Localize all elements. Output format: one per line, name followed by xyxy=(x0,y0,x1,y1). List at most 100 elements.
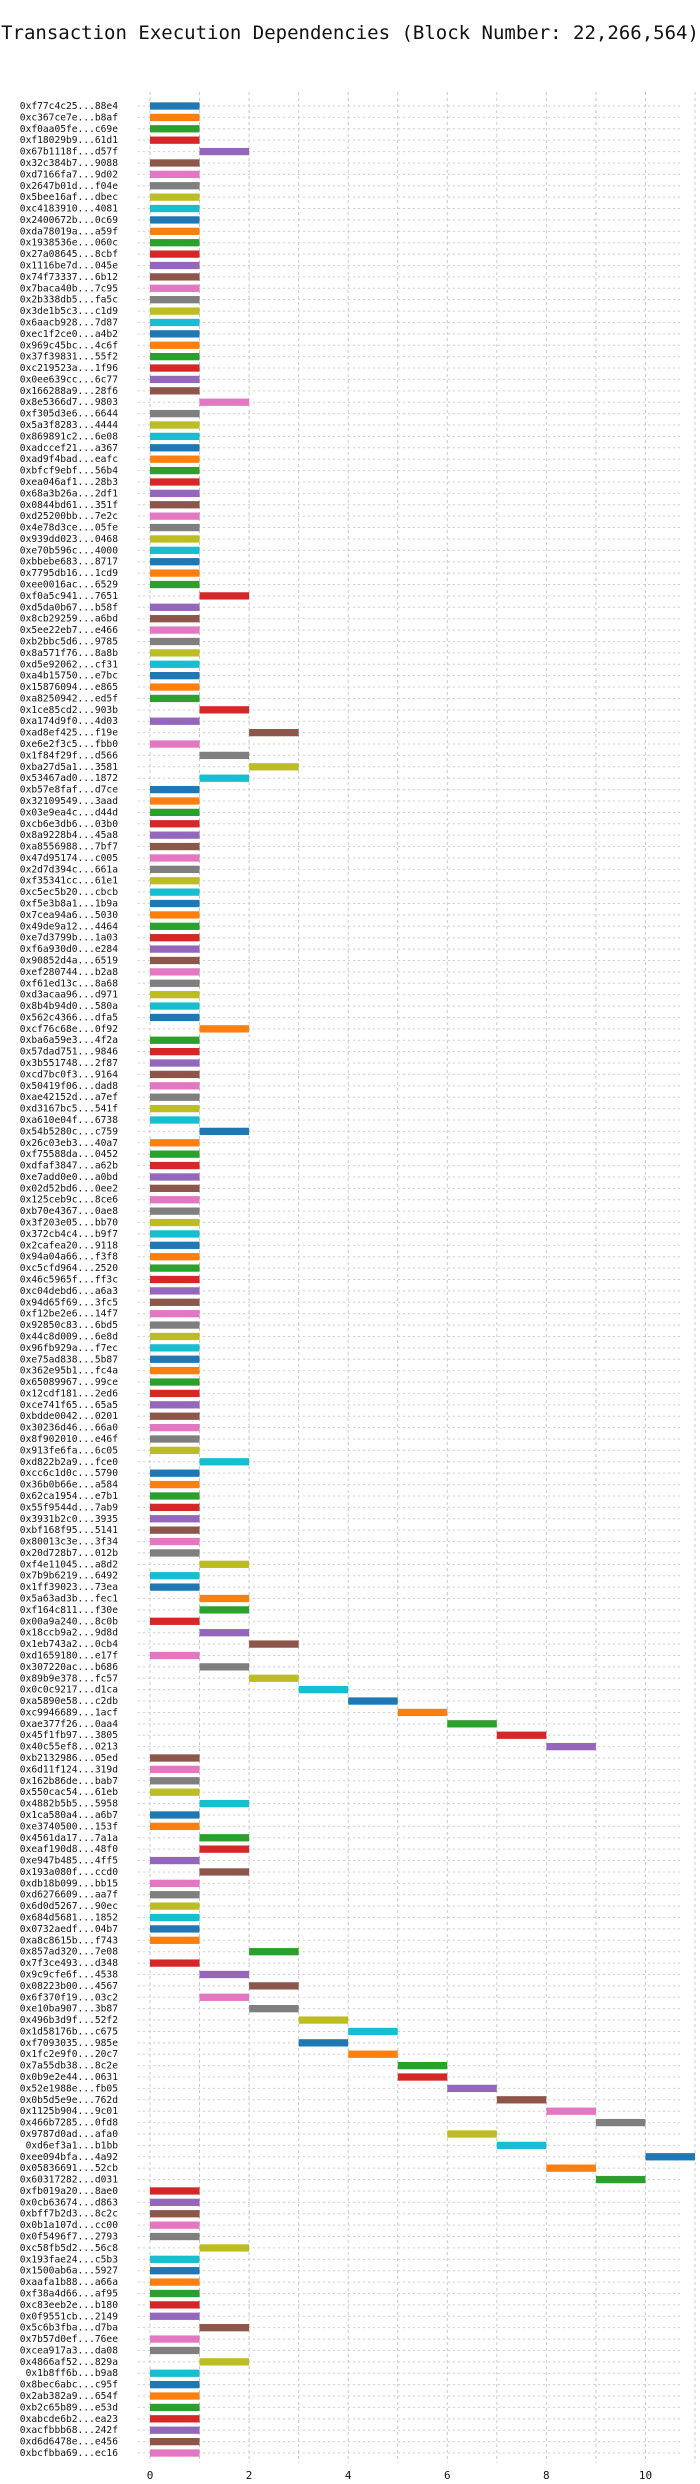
y-tick-label: 0x52e1988e...fb05 xyxy=(20,2083,118,2094)
y-tick-label: 0x0f5496f7...2793 xyxy=(20,2232,118,2243)
transaction-bar xyxy=(150,387,200,395)
transaction-bar xyxy=(150,1811,200,1819)
y-tick-label: 0xd822b2a9...fce0 xyxy=(20,1457,118,1468)
transaction-bar xyxy=(150,1093,200,1101)
transaction-bar xyxy=(150,227,200,235)
transaction-bar xyxy=(199,398,250,406)
y-tick-label: 0xce741f65...65a5 xyxy=(20,1400,118,1411)
transaction-bar xyxy=(150,1036,200,1044)
transaction-bar xyxy=(150,1253,200,1261)
transaction-bar xyxy=(150,2289,200,2298)
transaction-bar xyxy=(150,1891,200,1899)
transaction-bar xyxy=(150,979,200,987)
transaction-bar xyxy=(150,250,200,258)
transaction-bar xyxy=(249,763,299,771)
y-tick-label: 0xc219523a...1f96 xyxy=(20,363,118,374)
y-tick-label: 0xe10ba907...3b87 xyxy=(20,2004,118,2015)
y-tick-label: 0x2ab382a9...654f xyxy=(20,2391,118,2402)
transaction-bar xyxy=(348,2027,398,2036)
transaction-bar xyxy=(496,2141,547,2150)
y-tick-label: 0x60317282...d031 xyxy=(20,2175,118,2186)
y-tick-label: 0x57dad751...9846 xyxy=(20,1047,118,1058)
y-tick-label: 0xbfcf9ebf...56b4 xyxy=(20,466,118,477)
transaction-bar xyxy=(150,649,200,657)
transaction-bar xyxy=(150,1150,200,1158)
y-tick-label: 0x193fae24...c5b3 xyxy=(20,2254,118,2265)
y-tick-label: 0xc367ce7e...b8af xyxy=(20,112,118,123)
y-tick-label: 0xf77c4c25...88e4 xyxy=(20,101,118,112)
y-tick-label: 0x1b8ff6b...b9a8 xyxy=(26,2368,119,2379)
transaction-bar xyxy=(150,2380,200,2389)
transaction-bar xyxy=(150,478,200,486)
transaction-bar xyxy=(150,330,200,338)
transaction-bar xyxy=(645,2153,695,2161)
transaction-bar xyxy=(150,1959,200,1967)
transaction-bar xyxy=(546,1742,596,1751)
y-tick-label: 0xda78019a...a59f xyxy=(20,226,118,237)
transaction-bar xyxy=(150,1617,200,1625)
transaction-bar xyxy=(150,432,200,441)
transaction-bar xyxy=(150,797,200,805)
y-tick-label: 0x7b57d0ef...76ee xyxy=(20,2334,118,2345)
y-tick-label: 0xbcfbba69...ec16 xyxy=(20,2448,118,2459)
y-tick-label: 0x50419f06...dad8 xyxy=(20,1081,118,1092)
transaction-bar xyxy=(150,2301,200,2309)
transaction-bar xyxy=(150,523,200,532)
transaction-bar xyxy=(150,660,200,668)
transaction-bar xyxy=(150,546,200,554)
y-tick-label: 0x4882b5b5...5958 xyxy=(20,1799,118,1810)
transaction-bar xyxy=(595,2118,646,2127)
y-tick-label: 0x47d95174...c005 xyxy=(20,853,118,864)
y-tick-label: 0xcea917a3...da08 xyxy=(20,2345,118,2356)
x-tick-label: 0 xyxy=(147,2469,154,2482)
transaction-bar xyxy=(150,535,200,543)
y-tick-label: 0xf4e11045...a8d2 xyxy=(20,1559,118,1570)
y-tick-label: 0x90852d4a...6519 xyxy=(20,955,118,966)
transaction-bar xyxy=(150,1275,200,1284)
y-tick-label: 0xee0016ac...6529 xyxy=(20,580,118,591)
y-tick-label: 0xb70e4367...0ae8 xyxy=(20,1206,118,1217)
y-tick-label: 0x12cdf181...2ed6 xyxy=(20,1388,118,1399)
transaction-bar xyxy=(150,637,200,646)
chart-title: Transaction Execution Dependencies (Bloc… xyxy=(1,22,699,44)
transaction-bar xyxy=(150,1047,200,1056)
transaction-bar xyxy=(298,2039,349,2047)
transaction-bar xyxy=(150,945,200,953)
transaction-bar xyxy=(150,2198,200,2206)
y-tick-label: 0x49de9a12...4464 xyxy=(20,921,118,932)
transaction-bar xyxy=(150,854,200,862)
transaction-bar xyxy=(496,1731,547,1739)
transaction-bar xyxy=(150,1879,200,1887)
y-tick-label: 0xa610e04f...6738 xyxy=(20,1115,118,1126)
y-tick-label: 0xf5e3b8a1...1b9a xyxy=(20,899,118,910)
y-tick-labels: 0xf77c4c25...88e40xc367ce7e...b8af0xf0aa… xyxy=(20,101,118,2459)
transaction-bar xyxy=(249,1982,299,1990)
transaction-bar xyxy=(150,284,200,292)
y-tick-label: 0x37f39831...55f2 xyxy=(20,352,118,363)
y-tick-label: 0xd25200bb...7e2c xyxy=(20,511,118,522)
transaction-bar xyxy=(150,1344,200,1352)
transaction-bar xyxy=(546,2107,596,2115)
y-tick-label: 0xd3acaa96...d971 xyxy=(20,990,118,1001)
y-tick-label: 0x5ee22eb7...e466 xyxy=(20,625,118,636)
transaction-bar xyxy=(150,877,200,885)
transaction-bar xyxy=(199,706,250,714)
y-tick-label: 0x94a04a66...f3f8 xyxy=(20,1252,118,1263)
y-tick-label: 0xe947b485...4ff5 xyxy=(20,1856,118,1867)
y-tick-label: 0x3f203e05...bb70 xyxy=(20,1218,118,1229)
y-tick-label: 0x27a08645...8cbf xyxy=(20,249,118,260)
transaction-bar xyxy=(150,899,200,908)
transaction-bar xyxy=(199,147,250,156)
y-tick-label: 0xbdde0042...0201 xyxy=(20,1411,118,1422)
transaction-bar xyxy=(150,444,200,452)
transaction-bar xyxy=(150,1423,200,1432)
transaction-bar xyxy=(150,1526,200,1534)
transaction-bar xyxy=(150,740,200,748)
y-tick-label: 0xcc6c1d0c...5790 xyxy=(20,1468,118,1479)
y-tick-label: 0x89b9e378...fc57 xyxy=(20,1673,118,1684)
y-tick-label: 0x8bec6abc...c95f xyxy=(20,2380,118,2391)
transaction-bar xyxy=(150,683,200,691)
y-tick-label: 0xa8c8615b...f743 xyxy=(20,1935,118,1946)
y-tick-label: 0x30236d46...66a0 xyxy=(20,1423,118,1434)
y-tick-label: 0x1938536e...060c xyxy=(20,238,118,249)
